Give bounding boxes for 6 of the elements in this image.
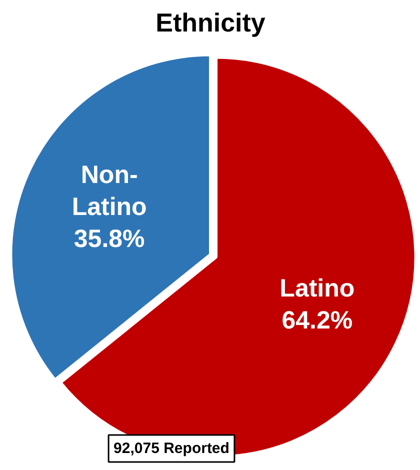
- slice-label: Non-Latino: [72, 160, 147, 222]
- data-label: 35.8%: [74, 225, 145, 254]
- slice-label: Latino: [280, 274, 355, 302]
- chart-title: Ethnicity: [156, 8, 266, 38]
- text: 92,075 Reported: [114, 440, 230, 457]
- data-label: 64.2%: [282, 306, 353, 335]
